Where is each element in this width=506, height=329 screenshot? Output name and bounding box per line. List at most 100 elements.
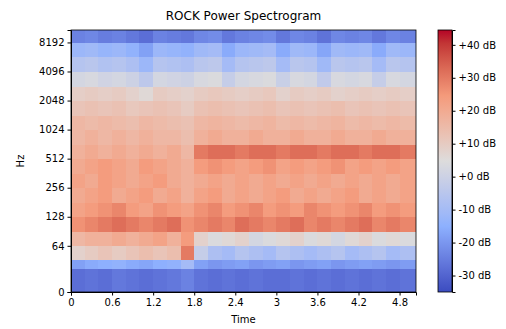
cell bbox=[85, 130, 99, 145]
cell bbox=[386, 232, 400, 247]
cell bbox=[331, 159, 345, 174]
cell bbox=[317, 30, 331, 43]
cell bbox=[208, 246, 222, 260]
cell bbox=[194, 57, 208, 72]
cell bbox=[98, 202, 112, 217]
tick-mark bbox=[68, 246, 72, 247]
cell bbox=[386, 159, 400, 174]
cell bbox=[317, 101, 331, 116]
cell bbox=[359, 101, 373, 116]
tick-mark bbox=[68, 188, 72, 189]
cell bbox=[317, 57, 331, 72]
cell bbox=[126, 144, 140, 159]
cell bbox=[139, 202, 153, 217]
cell bbox=[400, 101, 416, 116]
cell bbox=[400, 42, 416, 57]
x-axis: 00.61.21.82.433.64.24.8 bbox=[68, 292, 416, 308]
cell bbox=[345, 269, 359, 292]
cell bbox=[194, 101, 208, 116]
cell bbox=[276, 86, 290, 101]
cell bbox=[359, 42, 373, 57]
cell bbox=[139, 30, 153, 43]
cell bbox=[139, 269, 153, 292]
cell bbox=[167, 260, 181, 270]
cell bbox=[372, 260, 386, 270]
tick: 2048 bbox=[39, 95, 71, 106]
cell bbox=[386, 71, 400, 86]
tick-mark bbox=[112, 292, 113, 296]
cell bbox=[359, 57, 373, 72]
cell bbox=[290, 173, 304, 188]
cell bbox=[153, 130, 167, 145]
cell bbox=[112, 144, 126, 159]
cell bbox=[372, 130, 386, 145]
cell bbox=[85, 42, 99, 57]
cell bbox=[167, 144, 181, 159]
cell bbox=[276, 202, 290, 217]
tick-label: 8192 bbox=[39, 37, 64, 48]
cell bbox=[386, 188, 400, 203]
cell bbox=[304, 159, 318, 174]
tick-label: 0 bbox=[58, 287, 64, 298]
tick-mark bbox=[317, 292, 318, 296]
cell bbox=[372, 86, 386, 101]
cell bbox=[71, 144, 85, 159]
cell bbox=[139, 57, 153, 72]
cell bbox=[222, 101, 236, 116]
cell bbox=[222, 188, 236, 203]
cell bbox=[208, 30, 222, 43]
cell bbox=[331, 202, 345, 217]
cell bbox=[290, 217, 304, 232]
cell bbox=[98, 144, 112, 159]
tick-mark bbox=[452, 210, 456, 211]
cell bbox=[167, 57, 181, 72]
cell bbox=[98, 130, 112, 145]
cell bbox=[359, 115, 373, 130]
cell bbox=[290, 130, 304, 145]
cell bbox=[276, 30, 290, 43]
cell bbox=[71, 260, 85, 270]
colorbar-axis: +40 dB+30 dB+20 dB+10 dB+0 dB-10 dB-20 d… bbox=[452, 31, 496, 293]
tick-mark bbox=[452, 177, 456, 178]
cell bbox=[235, 173, 249, 188]
cell bbox=[249, 269, 263, 292]
cell bbox=[345, 86, 359, 101]
tick: 0 bbox=[58, 287, 71, 298]
cell bbox=[276, 159, 290, 174]
cell bbox=[85, 217, 99, 232]
cell bbox=[304, 57, 318, 72]
cell bbox=[222, 202, 236, 217]
cell bbox=[98, 269, 112, 292]
cell bbox=[386, 130, 400, 145]
cell bbox=[153, 144, 167, 159]
cell bbox=[208, 86, 222, 101]
cell bbox=[372, 30, 386, 43]
tick-mark bbox=[68, 159, 72, 160]
cell bbox=[153, 246, 167, 260]
cell bbox=[304, 173, 318, 188]
cell bbox=[372, 232, 386, 247]
cell bbox=[359, 246, 373, 260]
cell bbox=[153, 232, 167, 247]
cell bbox=[372, 269, 386, 292]
cell bbox=[112, 260, 126, 270]
cell bbox=[208, 232, 222, 247]
cell bbox=[222, 130, 236, 145]
title: ROCK Power Spectrogram bbox=[166, 9, 321, 23]
cell bbox=[372, 101, 386, 116]
cell bbox=[126, 30, 140, 43]
cell bbox=[235, 188, 249, 203]
cell bbox=[181, 30, 195, 43]
cell bbox=[208, 217, 222, 232]
cell bbox=[222, 71, 236, 86]
cell bbox=[126, 217, 140, 232]
cell bbox=[235, 42, 249, 57]
cell bbox=[249, 42, 263, 57]
cell bbox=[181, 159, 195, 174]
cell bbox=[263, 30, 277, 43]
cell bbox=[386, 101, 400, 116]
cell bbox=[208, 159, 222, 174]
cell bbox=[85, 269, 99, 292]
cell bbox=[372, 217, 386, 232]
cell bbox=[139, 42, 153, 57]
